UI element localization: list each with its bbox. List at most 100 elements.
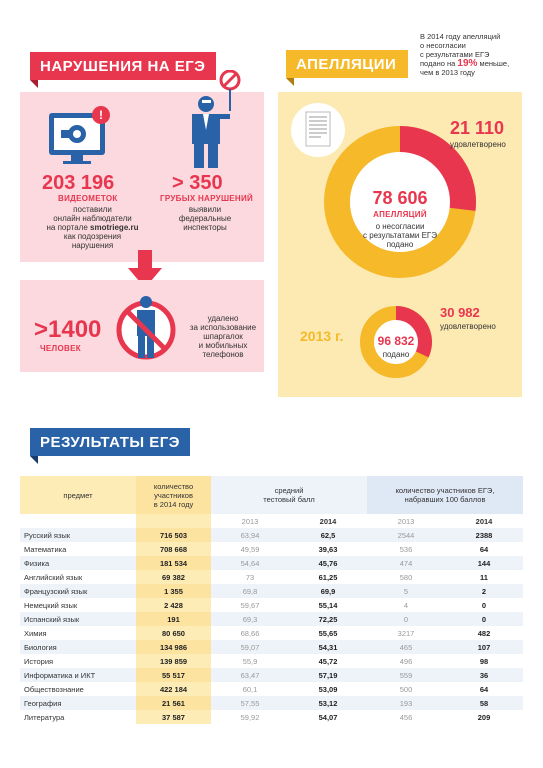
prohibited-person-icon <box>116 296 176 360</box>
appeals-note: В 2014 году апелляций о несогласии с рез… <box>420 32 510 77</box>
header-avg-2013: 2013 <box>241 516 259 526</box>
participants-cell: 2 428 <box>136 598 211 612</box>
participants-cell: 1 355 <box>136 584 211 598</box>
participants-cell: 191 <box>136 612 211 626</box>
table-row: Физика 181 534 54,64 45,76 474 144 <box>20 556 523 570</box>
subject-cell: Немецкий язык <box>20 598 136 612</box>
avg-2013-cell: 55,9 <box>211 654 289 668</box>
header-subject: предмет <box>20 476 136 514</box>
avg-2013-cell: 59,67 <box>211 598 289 612</box>
participants-cell: 69 382 <box>136 570 211 584</box>
participants-cell: 139 859 <box>136 654 211 668</box>
avg-2013-cell: 73 <box>211 570 289 584</box>
header-h-2014: 2014 <box>475 516 493 526</box>
appeals-2013-donut <box>360 306 432 378</box>
avg-2013-cell: 59,92 <box>211 710 289 724</box>
appeals-2014-satisfied-label: удовлетворено <box>450 140 506 149</box>
avg-2014-cell: 57,19 <box>289 668 367 682</box>
hundred-2013-cell: 2544 <box>367 528 445 542</box>
table-row: География 21 561 57,55 53,12 193 58 <box>20 696 523 710</box>
video-marks-text: поставили онлайн наблюдатели на портале … <box>46 205 139 250</box>
hundred-2013-cell: 456 <box>367 710 445 724</box>
hundred-2014-cell: 2388 <box>445 528 523 542</box>
table-row: Испанский язык 191 69,3 72,25 0 0 <box>20 612 523 626</box>
avg-2014-cell: 53,12 <box>289 696 367 710</box>
hundred-2014-cell: 11 <box>445 570 523 584</box>
avg-2013-cell: 63,94 <box>211 528 289 542</box>
appeals-2014-total: 78 606 <box>372 188 428 208</box>
video-marks-number: 203 196 <box>42 172 115 194</box>
hundred-2013-cell: 465 <box>367 640 445 654</box>
appeals-2013-total-label: подано <box>382 350 410 359</box>
subject-cell: Обществознание <box>20 682 136 696</box>
subject-cell: Биология <box>20 640 136 654</box>
participants-cell: 21 561 <box>136 696 211 710</box>
hundred-2014-cell: 107 <box>445 640 523 654</box>
hundred-2013-cell: 559 <box>367 668 445 682</box>
table-row: Обществознание 422 184 60,1 53,09 500 64 <box>20 682 523 696</box>
appeals-2013-satisfied: 30 982 <box>440 305 480 320</box>
appeals-title: АПЕЛЛЯЦИИ <box>296 55 397 73</box>
header-avg-score: средний тестовый балл <box>211 476 367 514</box>
results-table: предмет количество участников в 2014 год… <box>20 476 523 724</box>
subject-cell: Математика <box>20 542 136 556</box>
header-h-2013: 2013 <box>397 516 415 526</box>
avg-2013-cell: 54,64 <box>211 556 289 570</box>
hundred-2014-cell: 2 <box>445 584 523 598</box>
participants-cell: 181 534 <box>136 556 211 570</box>
avg-2014-cell: 72,25 <box>289 612 367 626</box>
down-arrow-icon <box>128 250 162 288</box>
document-icon <box>291 103 345 157</box>
removed-people-text: удалено за использование шпаргалок и моб… <box>189 314 257 359</box>
table-row: История 139 859 55,9 45,72 496 98 <box>20 654 523 668</box>
subject-cell: Физика <box>20 556 136 570</box>
hundred-2013-cell: 3217 <box>367 626 445 640</box>
results-ribbon: РЕЗУЛЬТАТЫ ЕГЭ <box>30 428 190 456</box>
hundred-2013-cell: 500 <box>367 682 445 696</box>
participants-cell: 37 587 <box>136 710 211 724</box>
hundred-2014-cell: 144 <box>445 556 523 570</box>
video-marks-unit: ВИДЕОМЕТОК <box>58 194 118 203</box>
hundred-2013-cell: 5 <box>367 584 445 598</box>
avg-2014-cell: 45,76 <box>289 556 367 570</box>
hundred-2014-cell: 98 <box>445 654 523 668</box>
gross-violations-number: > 350 <box>172 172 223 194</box>
avg-2013-cell: 69,8 <box>211 584 289 598</box>
table-row: Французский язык 1 355 69,8 69,9 5 2 <box>20 584 523 598</box>
avg-2014-cell: 45,72 <box>289 654 367 668</box>
appeals-2013-total: 96 832 <box>377 334 415 348</box>
table-row: Биология 134 986 59,07 54,31 465 107 <box>20 640 523 654</box>
gross-violations-text: выявили федеральные инспекторы <box>178 205 232 232</box>
table-row: Немецкий язык 2 428 59,67 55,14 4 0 <box>20 598 523 612</box>
header-avg-2014: 2014 <box>319 516 337 526</box>
avg-2014-cell: 54,07 <box>289 710 367 724</box>
results-title: РЕЗУЛЬТАТЫ ЕГЭ <box>40 433 180 451</box>
table-row: Химия 80 650 68,66 55,65 3217 482 <box>20 626 523 640</box>
participants-cell: 716 503 <box>136 528 211 542</box>
gross-violations-unit: ГРУБЫХ НАРУШЕНИЙ <box>160 194 254 203</box>
avg-2014-cell: 54,31 <box>289 640 367 654</box>
subject-cell: Английский язык <box>20 570 136 584</box>
participants-cell: 55 517 <box>136 668 211 682</box>
avg-2013-cell: 63,47 <box>211 668 289 682</box>
hundred-2014-cell: 0 <box>445 612 523 626</box>
subject-cell: Испанский язык <box>20 612 136 626</box>
hundred-2014-cell: 482 <box>445 626 523 640</box>
hundred-2013-cell: 580 <box>367 570 445 584</box>
table-row: Литература 37 587 59,92 54,07 456 209 <box>20 710 523 724</box>
appeals-2014-text: о несогласии с результатами ЕГЭ подано <box>362 222 438 249</box>
hundred-2014-cell: 36 <box>445 668 523 682</box>
hundred-2014-cell: 64 <box>445 542 523 556</box>
header-participants: количество участников в 2014 году <box>136 476 211 514</box>
year-2013-label: 2013 г. <box>300 328 344 344</box>
hundred-2014-cell: 209 <box>445 710 523 724</box>
subject-cell: История <box>20 654 136 668</box>
avg-2014-cell: 61,25 <box>289 570 367 584</box>
avg-2014-cell: 55,14 <box>289 598 367 612</box>
avg-2014-cell: 55,65 <box>289 626 367 640</box>
subject-cell: Литература <box>20 710 136 724</box>
hundred-2014-cell: 0 <box>445 598 523 612</box>
avg-2013-cell: 68,66 <box>211 626 289 640</box>
participants-cell: 134 986 <box>136 640 211 654</box>
appeals-2014-satisfied: 21 110 <box>450 118 505 138</box>
